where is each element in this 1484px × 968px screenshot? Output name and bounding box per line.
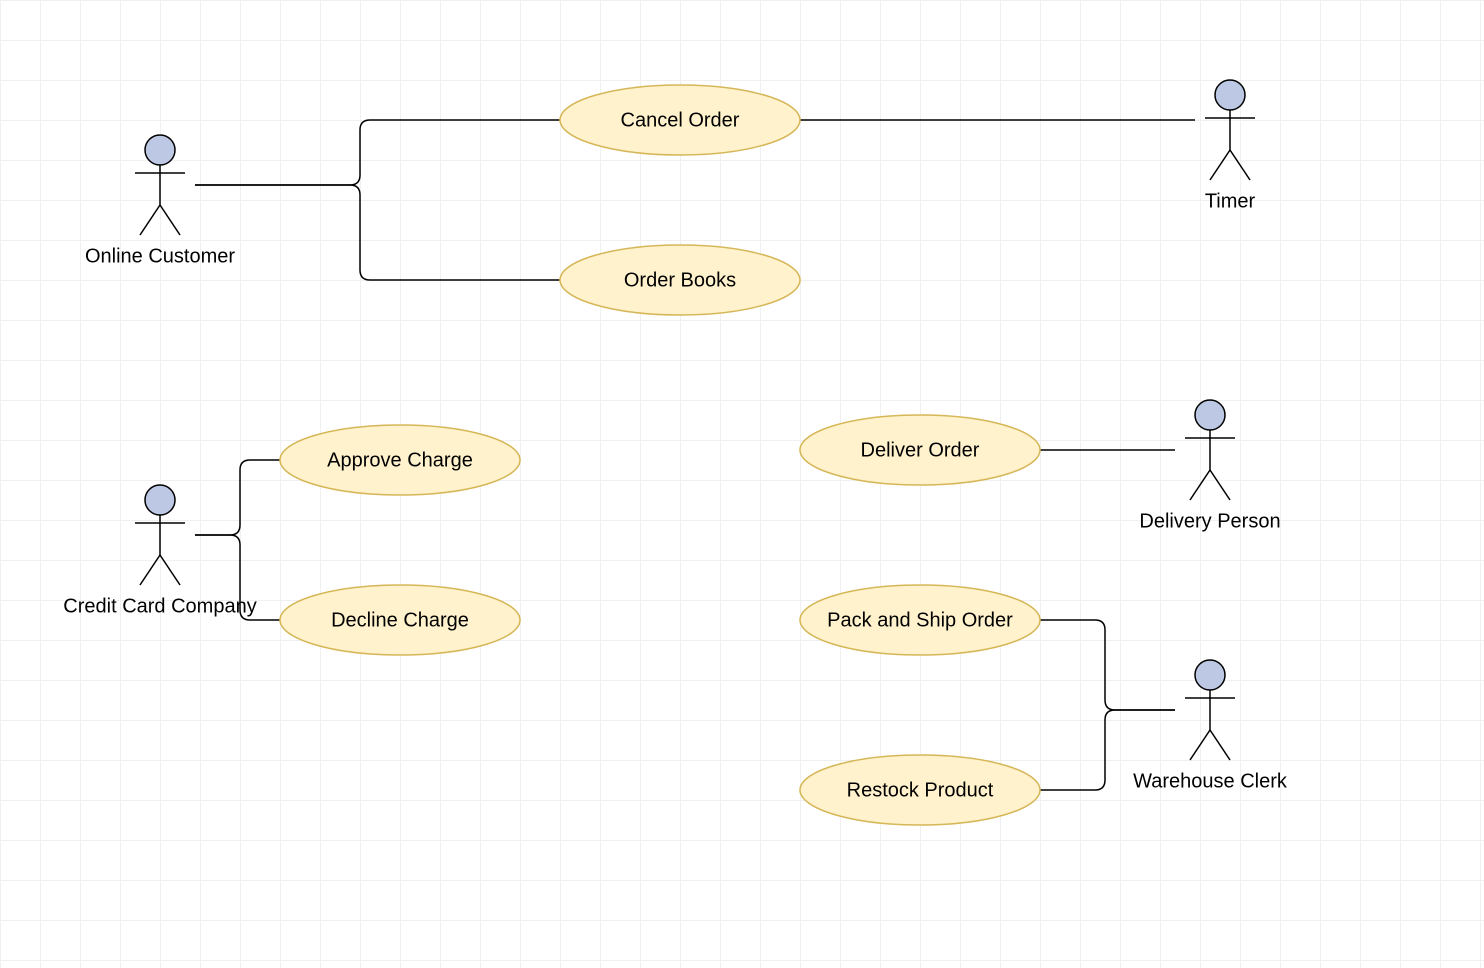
actor-warehouse-clerk: Warehouse Clerk [1133,660,1288,792]
actor-leg-left [140,205,160,235]
usecase-cancel-order: Cancel Order [560,85,800,155]
actor-label: Warehouse Clerk [1133,770,1288,792]
usecase-label: Decline Charge [331,609,469,631]
actor-timer: Timer [1205,80,1256,212]
actor-head-icon [1195,400,1225,430]
usecase-deliver-order: Deliver Order [800,415,1040,485]
actor-leg-left [140,555,160,585]
actor-leg-right [1210,730,1230,760]
usecase-label: Order Books [624,269,736,291]
actor-head-icon [145,135,175,165]
actor-head-icon [145,485,175,515]
actor-leg-right [1230,150,1250,180]
usecases-layer: Cancel Order Order Books Approve Charge Dec… [280,85,1040,825]
actor-credit-card-company: Credit Card Company [63,485,256,617]
edge-customer-to-order [195,185,560,280]
usecase-pack-and-ship-order: Pack and Ship Order [800,585,1040,655]
actor-head-icon [1195,660,1225,690]
edge-customer-to-cancel [195,120,560,185]
actor-head-icon [1215,80,1245,110]
actor-label: Credit Card Company [63,595,256,617]
actor-leg-right [160,205,180,235]
usecase-decline-charge: Decline Charge [280,585,520,655]
actor-delivery-person: Delivery Person [1139,400,1280,532]
usecase-label: Deliver Order [861,439,980,461]
actor-leg-right [160,555,180,585]
edge-pack-to-clerk [1040,620,1175,710]
actor-leg-right [1210,470,1230,500]
actor-leg-left [1190,730,1210,760]
edge-ccc-to-approve [195,460,280,535]
usecase-order-books: Order Books [560,245,800,315]
usecase-label: Restock Product [847,779,994,801]
usecase-restock-product: Restock Product [800,755,1040,825]
actor-label: Delivery Person [1139,510,1280,532]
usecase-label: Pack and Ship Order [827,609,1013,631]
use-case-diagram: Cancel Order Order Books Approve Charge Dec… [0,0,1484,968]
actor-leg-left [1210,150,1230,180]
actor-label: Timer [1205,190,1256,212]
usecase-label: Approve Charge [327,449,473,471]
actor-online-customer: Online Customer [85,135,235,267]
actor-label: Online Customer [85,245,235,267]
usecase-label: Cancel Order [621,109,740,131]
actor-leg-left [1190,470,1210,500]
actors-layer: Online Customer Timer Credit Card Company D… [63,80,1288,792]
usecase-approve-charge: Approve Charge [280,425,520,495]
